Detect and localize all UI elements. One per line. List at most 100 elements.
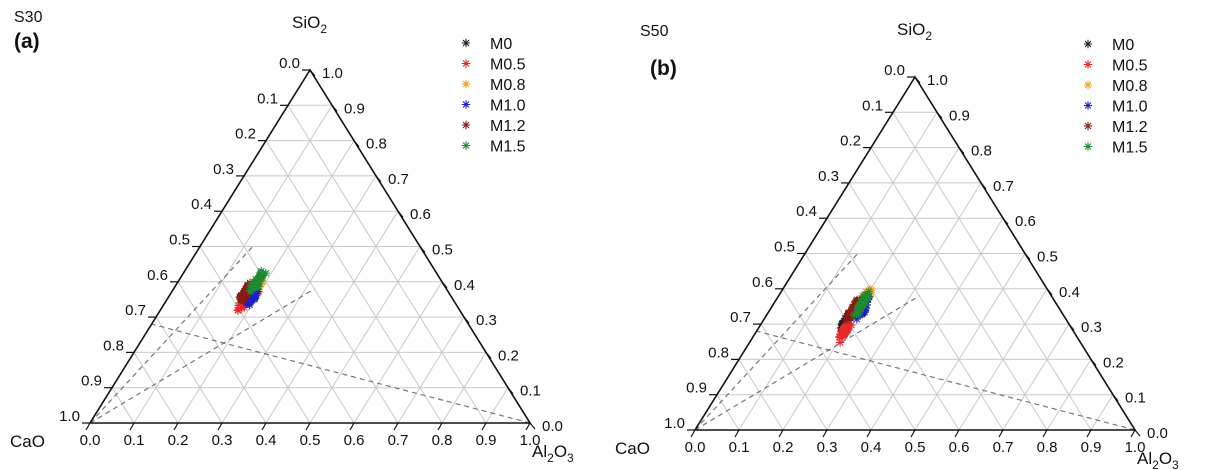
tick-mark xyxy=(914,76,921,84)
data-point xyxy=(244,298,253,308)
tick-label-right: 0.8 xyxy=(971,143,992,160)
data-point xyxy=(852,309,861,319)
tick-label-left: 0.8 xyxy=(708,344,729,361)
tick-label-bottom: 0.4 xyxy=(861,439,882,456)
legend-label: M0.8 xyxy=(490,77,526,94)
ternary-panel-a: 0.00.01.00.10.10.90.20.20.80.30.30.70.40… xyxy=(10,9,574,465)
tick-label-bottom: 0.5 xyxy=(905,439,926,456)
tick-mark xyxy=(1002,217,1009,225)
legend-label: M0.8 xyxy=(1112,78,1148,95)
tick-mark xyxy=(463,316,470,324)
tick-label-bottom: 0.8 xyxy=(1037,439,1058,456)
data-point xyxy=(858,294,868,304)
grid-line xyxy=(397,316,465,424)
data-point xyxy=(235,292,244,302)
tick-label-left: 0.0 xyxy=(884,62,905,79)
grid-line xyxy=(1090,394,1114,431)
reference-line xyxy=(694,295,920,431)
tick-mark xyxy=(1112,394,1119,402)
vertex-label-al2o3: Al2O3 xyxy=(532,442,574,465)
data-point xyxy=(866,288,875,297)
data-point xyxy=(849,310,859,320)
data-point xyxy=(246,281,256,290)
tick-label-right: 0.9 xyxy=(344,100,365,117)
tick-label-right: 0.3 xyxy=(1081,319,1102,336)
data-point xyxy=(241,289,250,299)
data-point xyxy=(241,285,251,294)
grid-line xyxy=(221,175,377,424)
reference-line xyxy=(151,323,531,424)
legend-label: M1.5 xyxy=(1112,140,1148,157)
series-M1-5 xyxy=(245,266,271,295)
tick-mark xyxy=(353,140,360,147)
data-point xyxy=(246,286,256,295)
series-M1-5 xyxy=(849,287,874,320)
sample-label: S30 xyxy=(14,9,43,26)
tick-label-left: 0.3 xyxy=(818,168,839,185)
grid-line xyxy=(760,323,828,431)
data-point xyxy=(239,294,248,304)
tick-label-right: 0.7 xyxy=(388,171,409,188)
data-point xyxy=(246,295,255,305)
grid-line xyxy=(177,281,267,424)
grid-line xyxy=(914,253,1026,431)
tick-mark xyxy=(690,429,696,438)
tick-label-bottom: 0.6 xyxy=(344,432,365,449)
tick-label-left: 0.6 xyxy=(752,274,773,291)
tick-label-right: 0.0 xyxy=(542,418,563,435)
tick-label-left: 0.6 xyxy=(147,267,168,284)
tick-label-right: 1.0 xyxy=(927,72,948,89)
legend-label: M0.5 xyxy=(1112,58,1148,75)
data-point xyxy=(865,284,875,294)
grid-line xyxy=(111,387,135,424)
tick-label-right: 0.6 xyxy=(1015,213,1036,230)
tick-mark xyxy=(958,147,965,154)
grid-line xyxy=(243,175,399,424)
data-point xyxy=(251,275,260,284)
tick-label-right: 0.8 xyxy=(366,136,387,153)
tick-label-left: 0.2 xyxy=(840,133,861,150)
grid-line xyxy=(133,352,179,424)
sample-label: S50 xyxy=(640,23,669,40)
tick-label-bottom: 0.4 xyxy=(256,432,277,449)
data-point xyxy=(860,290,870,300)
data-points xyxy=(233,266,271,315)
legend: M0 M0.5 M0.8 M1.0 M1.2 M1.5 xyxy=(461,36,526,156)
tick-mark xyxy=(393,422,399,431)
tick-label-bottom: 0.1 xyxy=(729,439,750,456)
series-M0-5 xyxy=(835,319,856,347)
legend-marker xyxy=(1083,80,1093,90)
legend-label: M0 xyxy=(1112,37,1134,54)
tick-mark xyxy=(936,111,943,119)
legend-label: M0.5 xyxy=(490,57,526,74)
tick-label-right: 0.9 xyxy=(949,107,970,124)
tick-label-bottom: 0.7 xyxy=(993,439,1014,456)
tick-label-right: 0.2 xyxy=(1103,354,1124,371)
tick-mark xyxy=(349,422,355,431)
grid-line xyxy=(1046,359,1092,431)
tick-mark xyxy=(485,352,492,359)
data-point xyxy=(252,282,261,291)
grid-line xyxy=(353,281,443,424)
tick-mark xyxy=(331,104,338,112)
reference-line xyxy=(89,288,315,424)
tick-label-left: 0.0 xyxy=(279,55,300,72)
data-point xyxy=(863,292,872,301)
data-point xyxy=(846,309,856,318)
tick-label-bottom: 0.7 xyxy=(388,432,409,449)
grid-lines xyxy=(111,104,509,424)
legend-marker xyxy=(1083,39,1093,49)
tick-mark xyxy=(173,422,179,431)
tick-mark xyxy=(85,422,91,431)
tick-mark xyxy=(529,422,536,430)
legend-marker xyxy=(461,79,471,89)
legend-label: M1.2 xyxy=(490,118,526,135)
tick-label-right: 0.5 xyxy=(432,242,453,259)
grid-line xyxy=(738,359,784,431)
data-point xyxy=(851,298,860,307)
tick-label-left: 0.8 xyxy=(103,337,124,354)
tick-mark xyxy=(397,210,404,218)
data-point xyxy=(835,338,845,347)
grid-line xyxy=(133,105,333,424)
data-point xyxy=(250,291,260,301)
